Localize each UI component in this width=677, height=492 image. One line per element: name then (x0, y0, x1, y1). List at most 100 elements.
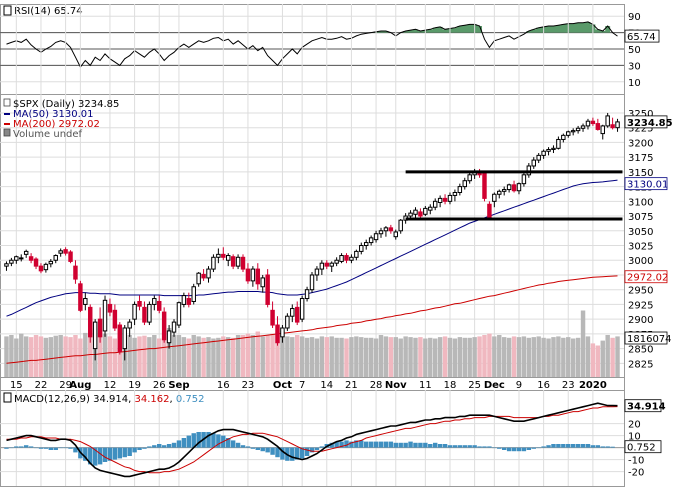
candle-body (9, 259, 14, 264)
candle-body (600, 125, 605, 135)
macd-legend-marker (3, 392, 12, 403)
volume-bar (536, 336, 541, 377)
price-value-tag: 1816074 (627, 334, 672, 345)
macd-histogram-bar (63, 447, 68, 449)
volume-bar (43, 337, 49, 377)
candle-body (615, 121, 620, 129)
volume-bar (521, 336, 527, 377)
candle-body (196, 272, 201, 285)
macd-histogram-bar (275, 447, 280, 458)
candle-body (304, 289, 310, 300)
candle-body (610, 124, 615, 129)
macd-histogram-bar (97, 447, 103, 465)
volume-bar (462, 337, 467, 377)
candle-body (363, 242, 369, 247)
macd-histogram-bar (408, 441, 413, 448)
volume-bar (226, 337, 231, 377)
candle-body (428, 206, 433, 211)
candle-body (373, 233, 379, 241)
candle-body (570, 130, 576, 133)
macd-histogram-bar (526, 447, 532, 450)
candle-body (299, 298, 305, 320)
volume-bar (235, 335, 241, 377)
macd-histogram-bar (147, 446, 152, 448)
candle-body (68, 251, 73, 262)
candle-body (285, 315, 290, 329)
macd-histogram-bar (566, 444, 571, 448)
macd-histogram-bar (92, 447, 98, 466)
volume-bar (561, 337, 566, 377)
volume-bar (472, 337, 477, 377)
candle-body (19, 257, 24, 260)
candle-body (506, 184, 512, 191)
rsi-legend-marker (3, 5, 12, 16)
macd-histogram-bar (383, 441, 389, 448)
candle-body (437, 197, 443, 204)
volume-bar (216, 337, 221, 377)
candle-body (186, 298, 192, 305)
price-value-tag-box (624, 177, 668, 191)
macd-histogram-bar (88, 447, 93, 465)
price-value-tag: 2972.02 (627, 273, 668, 284)
candle-body (161, 311, 167, 341)
price-value-tag-box (624, 115, 668, 129)
rsi-overbought-fill (373, 21, 611, 33)
macd-histogram-bar (487, 446, 492, 448)
macd-histogram-bar (14, 446, 19, 448)
macd-histogram-bar (457, 445, 463, 448)
candle-body (521, 174, 527, 185)
date-tick-label: 28 (370, 380, 383, 391)
macd-line (6, 402, 618, 478)
candle-body (216, 253, 221, 258)
macd-histogram-bar (378, 441, 384, 448)
candle-body (157, 300, 162, 311)
macd-histogram-bar (363, 441, 369, 448)
macd-value-tag: 0.752 (627, 443, 656, 454)
candle-body (53, 255, 58, 261)
rsi-line (6, 21, 618, 68)
candle-body (383, 227, 389, 232)
candle-body (551, 147, 556, 150)
candle-body (92, 321, 98, 350)
volume-bar (492, 336, 497, 377)
macd-histogram-bar (260, 447, 265, 452)
candle-body (580, 125, 586, 129)
candle-body (590, 120, 596, 125)
volume-bar (137, 336, 142, 377)
macd-histogram-bar (171, 442, 177, 448)
volume-bar (482, 335, 487, 377)
macd-histogram-bar (211, 433, 216, 448)
candle-body (546, 148, 551, 152)
macd-histogram-bar (368, 441, 374, 448)
volume-bar (511, 336, 517, 377)
volume-bar (53, 335, 58, 377)
macd-histogram-bar (398, 442, 403, 448)
candle-body (181, 295, 187, 305)
macd-histogram-bar (161, 445, 167, 448)
candle-body (309, 274, 315, 291)
date-tick-label: 15 (10, 380, 23, 391)
volume-bar (546, 338, 551, 377)
price-tick-label: 3025 (628, 242, 653, 253)
volume-bar (132, 337, 137, 377)
macd-histogram-bar (437, 444, 443, 448)
volume-bar (19, 333, 24, 377)
macd-histogram-bar (152, 445, 157, 448)
candle-body (462, 180, 467, 188)
price-legend-entry: Volume undef (13, 129, 83, 140)
rsi-value-tag-box (624, 29, 660, 43)
candle-body (344, 255, 349, 261)
volume-bar (383, 336, 389, 377)
price-tick-label: 2950 (628, 286, 653, 297)
volume-bar (556, 336, 561, 377)
macd-value-tag-box (624, 440, 662, 454)
volume-bar (605, 335, 610, 377)
price-legend-entry: MA(200) 2972.02 (13, 119, 100, 130)
macd-signal-line (6, 406, 618, 474)
candle-body (250, 268, 256, 282)
candle-body (605, 115, 610, 127)
macd-histogram-bar (43, 447, 49, 449)
macd-histogram-bar (132, 447, 137, 453)
macd-histogram-bar (240, 445, 246, 448)
macd-histogram-bar (585, 444, 591, 448)
